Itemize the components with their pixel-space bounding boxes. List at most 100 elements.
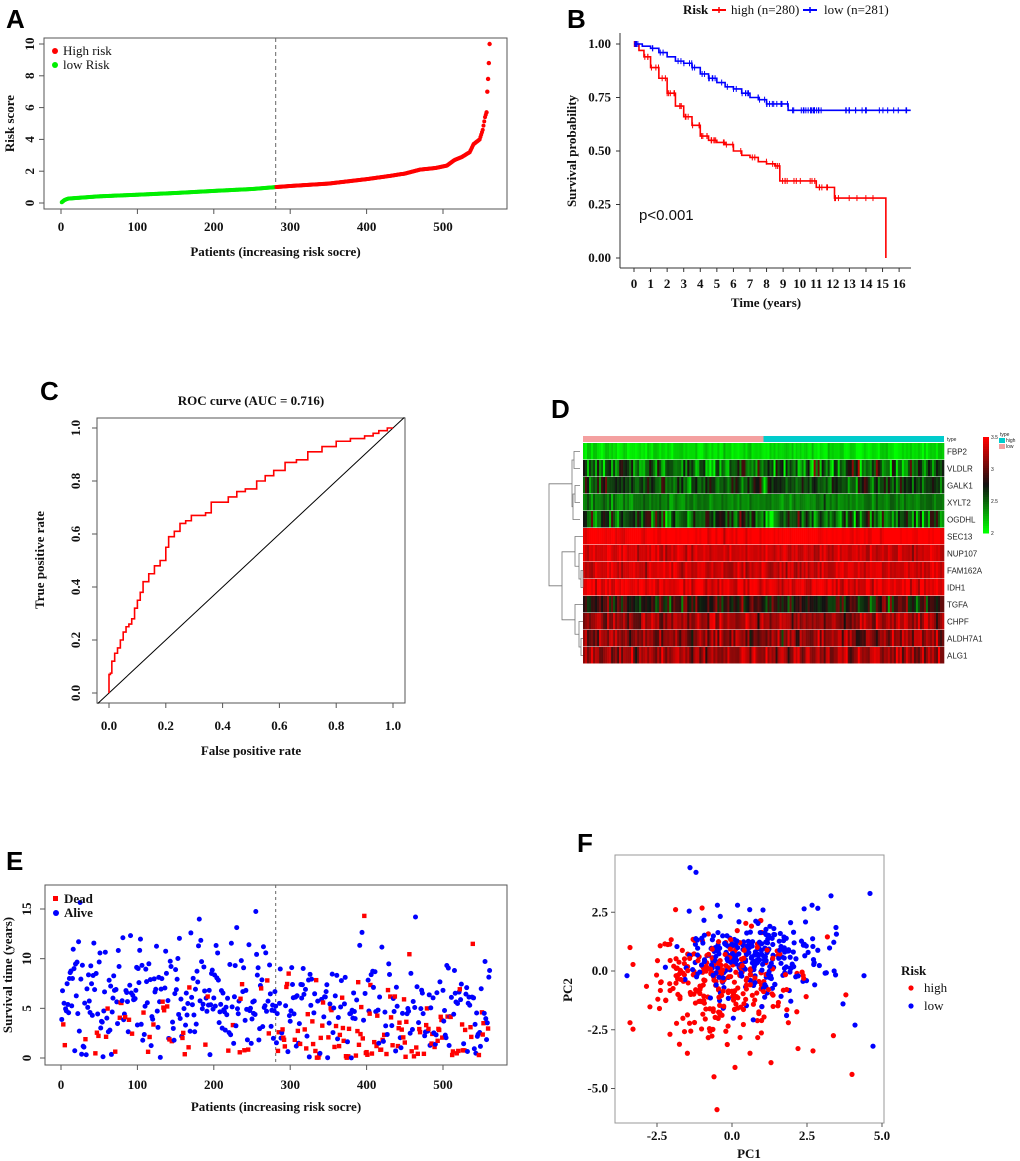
heatmap-cell bbox=[855, 528, 859, 545]
alive-point bbox=[144, 979, 150, 985]
heatmap-cell bbox=[847, 511, 851, 528]
heatmap-cell bbox=[629, 630, 632, 647]
heatmap-cell bbox=[697, 545, 700, 562]
heatmap-cell bbox=[905, 528, 909, 545]
heatmap-cell bbox=[839, 613, 843, 630]
heatmap-cell bbox=[729, 460, 732, 477]
heatmap-cell bbox=[657, 579, 660, 596]
heatmap-cell bbox=[683, 562, 686, 579]
dead-point bbox=[83, 1037, 88, 1042]
heatmap-cell bbox=[619, 545, 622, 562]
x-tick-label: 1.0 bbox=[385, 718, 401, 733]
heatmap-cell bbox=[845, 511, 849, 528]
heatmap-cell bbox=[835, 562, 839, 579]
y-tick-label: 0 bbox=[22, 200, 37, 207]
high-risk-point bbox=[723, 963, 729, 969]
heatmap-cell bbox=[907, 528, 911, 545]
low-risk-point bbox=[765, 971, 771, 977]
alive-point bbox=[139, 962, 145, 968]
heatmap-cell bbox=[707, 596, 710, 613]
legend-high-label: high (n=280) bbox=[731, 2, 799, 17]
low-risk-point bbox=[694, 937, 700, 943]
heatmap-cell bbox=[693, 596, 696, 613]
heatmap-cell bbox=[779, 443, 782, 460]
heatmap-cell bbox=[883, 494, 887, 511]
high-risk-point bbox=[756, 978, 762, 985]
heatmap-cell bbox=[695, 630, 698, 647]
heatmap-cell bbox=[615, 528, 618, 545]
heatmap-cell bbox=[711, 477, 714, 494]
heatmap-cell bbox=[727, 528, 730, 545]
heatmap-cell bbox=[913, 545, 917, 562]
heatmap-cell bbox=[627, 477, 630, 494]
heatmap-cell bbox=[935, 562, 939, 579]
low-risk-point bbox=[729, 950, 736, 957]
heatmap-cell bbox=[613, 460, 616, 477]
heatmap-cell bbox=[941, 630, 945, 647]
low-risk-point bbox=[870, 1043, 876, 1049]
alive-point bbox=[321, 1014, 327, 1020]
heatmap-cell bbox=[735, 579, 738, 596]
x-tick-label: 13 bbox=[843, 276, 857, 291]
heatmap-cell bbox=[841, 613, 845, 630]
heatmap-cell bbox=[725, 613, 728, 630]
heatmap-cell bbox=[691, 630, 694, 647]
high-risk-point bbox=[720, 988, 726, 994]
high-risk-point bbox=[684, 1050, 690, 1056]
x-tick-label: -2.5 bbox=[647, 1128, 668, 1143]
heatmap-cell bbox=[901, 647, 905, 664]
low-risk-point bbox=[690, 966, 696, 973]
heatmap-cell bbox=[941, 460, 945, 477]
heatmap-cell bbox=[909, 596, 913, 613]
heatmap-cell bbox=[721, 613, 724, 630]
heatmap-cell bbox=[907, 460, 911, 477]
heatmap-cell bbox=[761, 477, 764, 494]
heatmap-cell bbox=[597, 511, 600, 528]
low-risk-point bbox=[832, 972, 839, 978]
alive-point bbox=[195, 979, 201, 985]
alive-point bbox=[204, 1008, 210, 1014]
alive-point bbox=[312, 991, 318, 997]
heatmap-cell bbox=[593, 494, 596, 511]
heatmap-cell bbox=[673, 511, 676, 528]
y-tick-label: 4 bbox=[22, 136, 37, 143]
low-risk-point bbox=[831, 939, 837, 945]
high-risk-point bbox=[764, 947, 770, 953]
heatmap-cell bbox=[759, 579, 762, 596]
heatmap-cell bbox=[827, 630, 830, 647]
heatmap-cell bbox=[765, 596, 768, 613]
alive-point bbox=[380, 1038, 386, 1044]
high-risk-point bbox=[695, 957, 701, 964]
heatmap-cell bbox=[849, 511, 853, 528]
alive-point bbox=[262, 1003, 268, 1009]
heatmap-cell bbox=[633, 613, 636, 630]
high-risk-point bbox=[737, 1034, 743, 1041]
heatmap-cell bbox=[733, 596, 736, 613]
heatmap-cell bbox=[677, 460, 680, 477]
heatmap-cell bbox=[649, 528, 652, 545]
heatmap-cell bbox=[789, 562, 792, 579]
heatmap-cell bbox=[615, 511, 618, 528]
colorbar-segment bbox=[983, 449, 989, 452]
high-risk-point bbox=[740, 1021, 746, 1028]
alive-point bbox=[217, 1009, 223, 1015]
x-tick-label: 3 bbox=[680, 276, 687, 291]
heatmap-cell bbox=[595, 528, 598, 545]
low-risk-point bbox=[723, 942, 729, 948]
heatmap-cell bbox=[629, 545, 632, 562]
heatmap-cell bbox=[873, 613, 877, 630]
heatmap-cell bbox=[759, 647, 762, 664]
heatmap-cell bbox=[755, 596, 758, 613]
heatmap-cell bbox=[893, 545, 897, 562]
heatmap-cell bbox=[675, 545, 678, 562]
heatmap-cell bbox=[655, 630, 658, 647]
colorbar-segment bbox=[983, 506, 989, 510]
heatmap-cell bbox=[671, 528, 674, 545]
alive-point bbox=[196, 916, 202, 922]
heatmap-cell bbox=[675, 511, 678, 528]
alive-point bbox=[461, 1041, 467, 1047]
heatmap-cell bbox=[821, 477, 824, 494]
colorbar-segment bbox=[983, 504, 989, 508]
alive-point bbox=[224, 1012, 230, 1018]
heatmap-cell bbox=[895, 579, 899, 596]
